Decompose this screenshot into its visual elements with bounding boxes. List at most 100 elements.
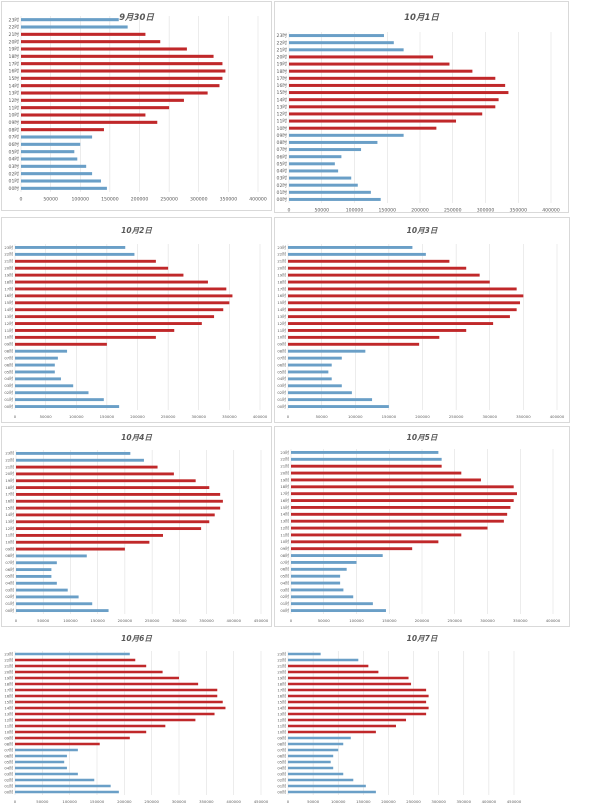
category-label: 09时 (280, 546, 289, 551)
category-label: 12时 (277, 717, 286, 722)
bar-18时 (288, 682, 412, 686)
category-label: 11时 (9, 104, 20, 111)
category-label: 12时 (277, 321, 286, 326)
category-label: 19时 (5, 478, 14, 483)
bar-11时 (288, 329, 467, 332)
bar-23时 (291, 450, 439, 454)
category-label: 08时 (5, 553, 14, 558)
bar-05时 (288, 760, 331, 764)
bar-11时 (15, 724, 166, 728)
bar-15时 (289, 91, 509, 95)
category-label: 22时 (277, 657, 286, 662)
category-label: 04时 (277, 376, 286, 381)
bar-23时 (21, 18, 119, 22)
x-tick-label: 0 (20, 197, 23, 203)
bar-10时 (15, 730, 147, 734)
bar-03时 (15, 384, 74, 388)
x-tick-label: 200000 (415, 414, 430, 419)
category-label: 21时 (277, 46, 288, 53)
x-tick-label: 300000 (172, 799, 187, 804)
bar-06时 (15, 363, 55, 367)
category-label: 20时 (277, 54, 288, 61)
x-tick-label: 150000 (356, 799, 371, 804)
category-label: 01时 (277, 397, 286, 402)
bar-07时 (288, 748, 339, 752)
category-label: 03时 (9, 163, 20, 170)
x-tick-label: 100000 (71, 197, 89, 203)
bar-06时 (291, 567, 347, 571)
category-label: 16时 (4, 293, 13, 298)
category-label: 18时 (277, 68, 288, 75)
x-tick-label: 100000 (62, 799, 77, 804)
bar-22时 (16, 458, 144, 462)
category-label: 23时 (9, 16, 20, 23)
bar-22时 (21, 25, 128, 29)
category-label: 15时 (280, 505, 289, 510)
category-label: 23时 (277, 245, 286, 250)
bar-07时 (291, 560, 357, 564)
category-label: 11时 (277, 118, 288, 125)
bar-11时 (291, 533, 462, 537)
bar-08时 (291, 554, 383, 558)
bar-00时 (289, 197, 381, 201)
bar-18时 (288, 280, 490, 284)
bar-01时 (291, 602, 373, 606)
bar-20时 (288, 266, 467, 270)
category-label: 19时 (277, 675, 286, 680)
bar-14时 (15, 308, 224, 312)
bar-00时 (16, 609, 109, 613)
bar-07时 (16, 561, 57, 565)
category-label: 03时 (5, 587, 14, 592)
bar-22时 (288, 658, 359, 662)
chart-title: 10月2日 (121, 226, 152, 235)
bar-10时 (16, 540, 150, 544)
x-tick-label: 200000 (130, 414, 145, 419)
bar-02时 (16, 595, 79, 599)
bar-09时 (16, 547, 125, 551)
x-tick-label: 200000 (117, 799, 132, 804)
x-tick-label: 150000 (90, 618, 105, 623)
bar-23时 (289, 34, 384, 38)
category-label: 06时 (4, 753, 13, 758)
category-label: 20时 (4, 669, 13, 674)
bar-14时 (15, 706, 226, 710)
bar-23时 (15, 652, 130, 656)
category-label: 12时 (280, 525, 289, 530)
category-label: 23时 (4, 651, 13, 656)
bar-19时 (21, 47, 187, 51)
chart-plot-1006: 0 50000 100000 150000 200000 250000 300000 3500… (4, 651, 269, 804)
chart-panel-0930: 9月30日 0 50000 100000 150000 200000 250000 3000… (1, 1, 272, 211)
bar-16时 (15, 294, 233, 298)
chart-panel-1006: 10月6日 0 50000 100000 150000 200000 250000 3000… (1, 627, 272, 807)
x-tick-label: 250000 (161, 414, 176, 419)
bar-10时 (15, 335, 156, 339)
bar-20时 (15, 266, 169, 270)
x-tick-label: 400000 (542, 208, 560, 214)
bar-04时 (21, 157, 78, 161)
category-label: 12时 (4, 717, 13, 722)
bar-09时 (15, 342, 107, 346)
category-label: 01时 (4, 397, 13, 402)
category-label: 18时 (277, 681, 286, 686)
category-label: 07时 (5, 560, 14, 565)
x-tick-label: 400000 (253, 414, 268, 419)
category-label: 05时 (9, 148, 20, 155)
bar-02时 (291, 595, 354, 599)
bar-21时 (288, 664, 369, 668)
bar-13时 (291, 519, 504, 523)
category-label: 14时 (4, 307, 13, 312)
chart-plot-1002: 0 50000 100000 150000 200000 250000 300000 3500… (4, 244, 268, 419)
bar-20时 (21, 40, 161, 44)
category-label: 02时 (9, 170, 20, 177)
category-label: 06时 (280, 567, 289, 572)
x-tick-label: 50000 (307, 799, 320, 804)
x-tick-label: 400000 (482, 799, 497, 804)
bar-19时 (15, 273, 184, 277)
category-label: 08时 (4, 349, 13, 354)
bar-05时 (15, 370, 55, 374)
bar-16时 (291, 499, 514, 503)
bar-20时 (15, 670, 163, 674)
x-tick-label: 0 (287, 799, 290, 804)
x-tick-label: 0 (14, 799, 17, 804)
category-label: 02时 (277, 182, 288, 189)
